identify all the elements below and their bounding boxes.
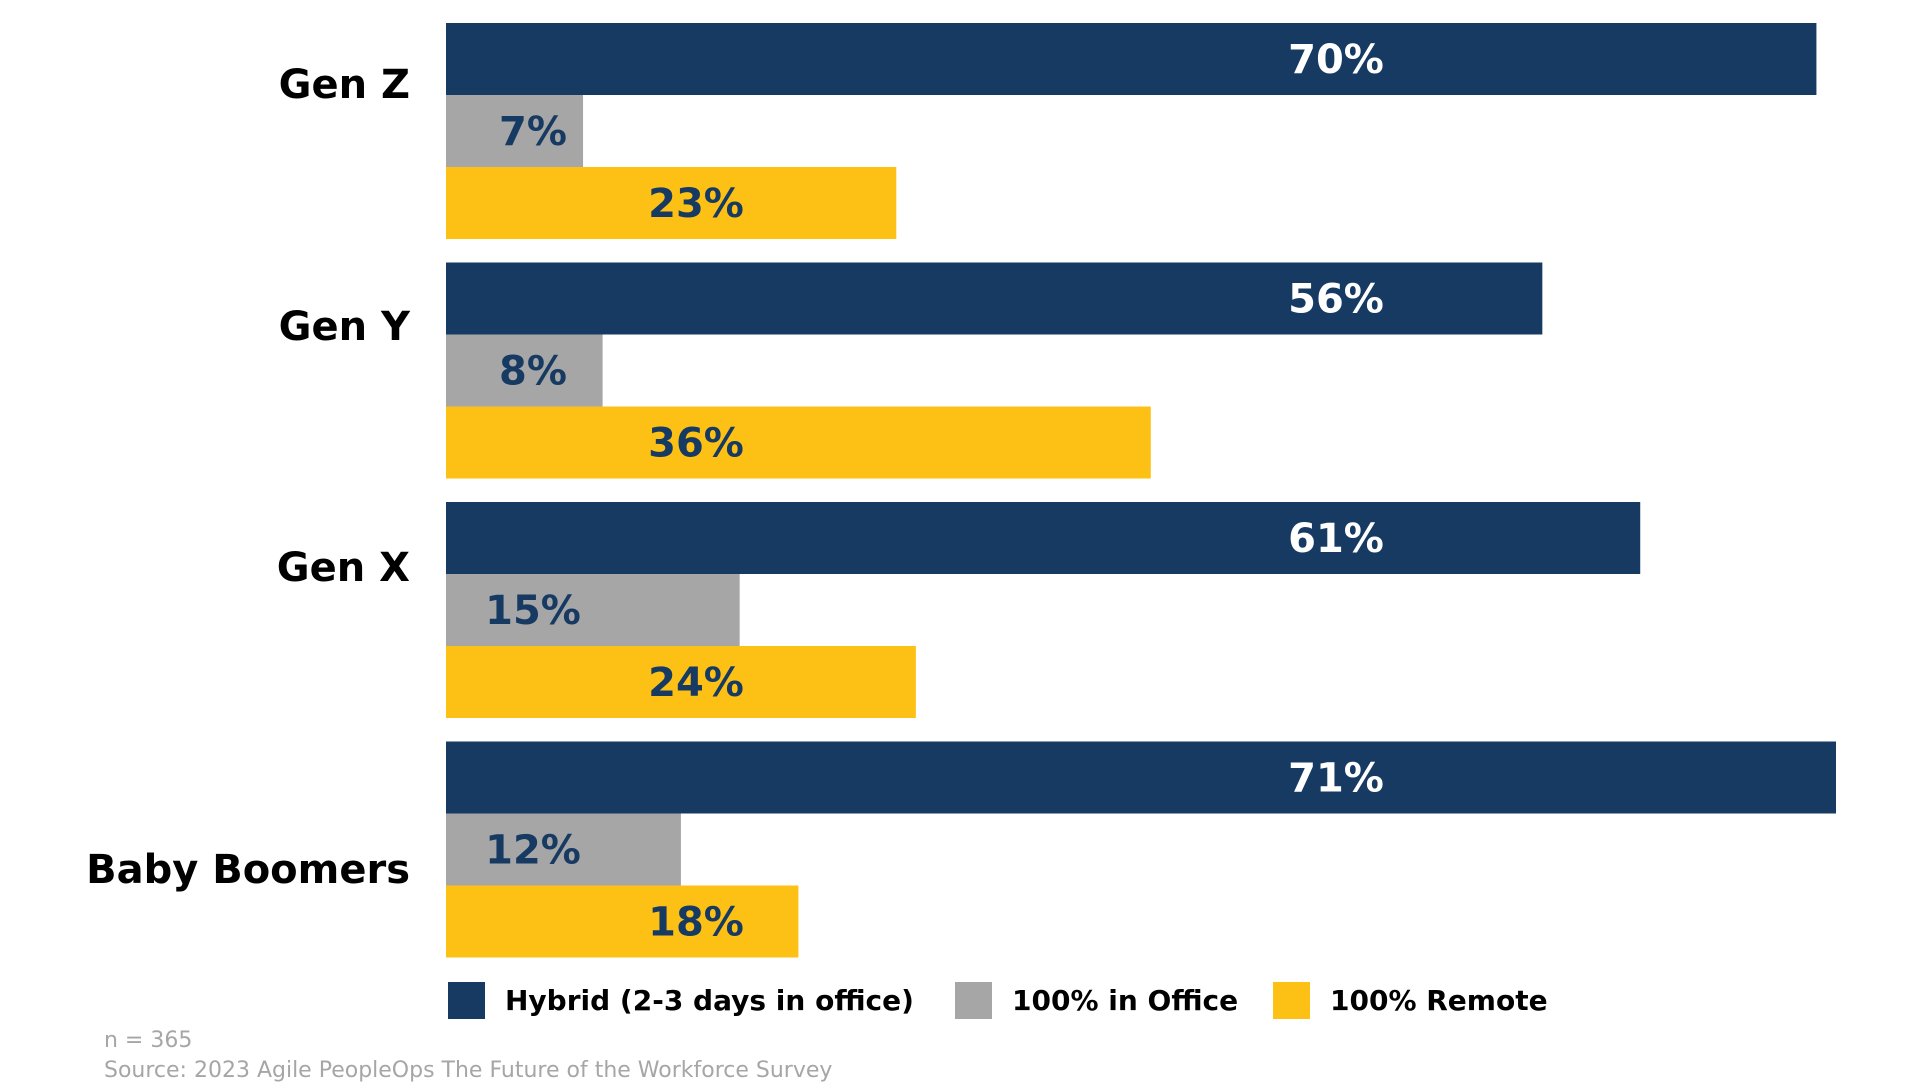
data-label-gen-y-100-remote: 36% bbox=[648, 421, 744, 467]
legend-swatch-100-in-office bbox=[955, 982, 992, 1019]
bar-gen-y-100-in-office bbox=[446, 334, 603, 407]
data-label-gen-x-hybrid-2-3-days-in-office: 61% bbox=[1288, 516, 1384, 562]
source-note: Source: 2023 Agile PeopleOps The Future … bbox=[104, 1058, 833, 1083]
category-label-gen-x: Gen X bbox=[277, 545, 410, 591]
bar-gen-y-100-remote bbox=[446, 406, 1151, 479]
legend: Hybrid (2-3 days in office) 100% in Offic… bbox=[448, 982, 1548, 1019]
category-label-gen-y: Gen Y bbox=[279, 304, 411, 350]
category-label-baby-boomers: Baby Boomers bbox=[86, 847, 410, 893]
legend-label-hybrid-2-3-days-in-office: Hybrid (2-3 days in office) bbox=[505, 984, 914, 1017]
data-label-gen-z-100-in-office: 7% bbox=[499, 109, 567, 155]
data-label-baby-boomers-100-in-office: 12% bbox=[485, 828, 581, 874]
sample-size-note: n = 365 bbox=[104, 1028, 193, 1053]
data-label-gen-x-100-in-office: 15% bbox=[485, 588, 581, 634]
data-label-gen-y-hybrid-2-3-days-in-office: 56% bbox=[1288, 277, 1384, 323]
bars-layer: 70% 7% 23% 56% 8% 36% 61% 15% 24% 71% 12% 18% bbox=[446, 23, 1836, 958]
bar-gen-x-100-remote bbox=[446, 646, 916, 718]
bar-gen-z-100-in-office bbox=[446, 95, 584, 167]
legend-label-100-remote: 100% Remote bbox=[1330, 984, 1548, 1017]
bar-baby-boomers-100-in-office bbox=[446, 813, 681, 886]
bar-gen-z-100-remote bbox=[446, 167, 897, 239]
bar-baby-boomers-100-remote bbox=[446, 885, 799, 958]
data-label-baby-boomers-100-remote: 18% bbox=[648, 900, 744, 946]
bar-gen-x-100-in-office bbox=[446, 574, 740, 646]
legend-swatch-hybrid-2-3-days-in-office bbox=[448, 982, 485, 1019]
bar-gen-x-hybrid-2-3-days-in-office bbox=[446, 502, 1641, 574]
bar-baby-boomers-hybrid-2-3-days-in-office bbox=[446, 741, 1836, 814]
data-label-gen-x-100-remote: 24% bbox=[648, 660, 744, 706]
legend-label-100-in-office: 100% in Office bbox=[1012, 984, 1238, 1017]
bar-gen-y-hybrid-2-3-days-in-office bbox=[446, 262, 1543, 335]
data-label-gen-y-100-in-office: 8% bbox=[499, 349, 567, 395]
data-label-gen-z-100-remote: 23% bbox=[648, 181, 744, 227]
data-label-baby-boomers-hybrid-2-3-days-in-office: 71% bbox=[1288, 756, 1384, 802]
bar-gen-z-hybrid-2-3-days-in-office bbox=[446, 23, 1817, 95]
data-label-gen-z-hybrid-2-3-days-in-office: 70% bbox=[1288, 37, 1384, 83]
legend-swatch-100-remote bbox=[1273, 982, 1310, 1019]
category-label-gen-z: Gen Z bbox=[279, 62, 410, 108]
category-labels: Gen Z Gen Y Gen X Baby Boomers bbox=[86, 62, 411, 893]
